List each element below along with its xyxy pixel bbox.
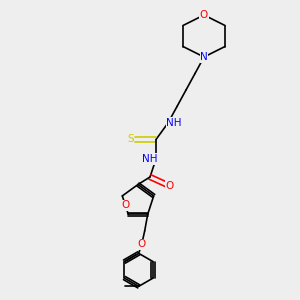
Text: NH: NH <box>166 118 182 128</box>
Text: O: O <box>121 200 129 210</box>
Text: O: O <box>165 181 174 191</box>
Text: O: O <box>200 10 208 20</box>
Text: S: S <box>127 134 134 145</box>
Text: N: N <box>200 52 208 62</box>
Text: NH: NH <box>142 154 158 164</box>
Text: O: O <box>138 239 146 249</box>
